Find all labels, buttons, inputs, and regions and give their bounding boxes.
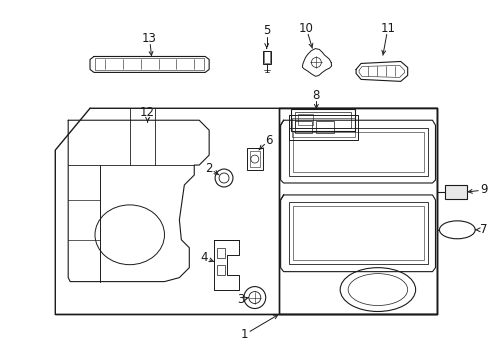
Bar [249,151,259,167]
Bar [294,121,312,133]
Text: 10: 10 [298,22,313,35]
Bar [217,265,224,275]
Bar [316,121,333,133]
Bar [298,114,313,125]
Bar [445,185,467,199]
Bar [288,115,357,140]
Text: 3: 3 [237,293,244,306]
Text: 12: 12 [140,106,155,119]
Bar [290,109,354,131]
Bar [292,132,423,172]
Bar [292,206,423,260]
Bar [263,51,269,63]
Bar [95,58,204,71]
Text: 13: 13 [142,32,157,45]
Text: 9: 9 [479,184,487,197]
Bar [262,50,270,64]
Text: 7: 7 [479,223,487,236]
Text: 1: 1 [241,328,248,341]
Bar [217,248,224,258]
Bar [288,128,427,176]
Text: 2: 2 [205,162,212,175]
Bar [288,202,427,264]
Text: 4: 4 [200,251,207,264]
Text: 8: 8 [312,89,319,102]
Text: 6: 6 [264,134,272,147]
Text: 5: 5 [263,24,270,37]
Bar [291,118,354,137]
Bar [246,148,262,170]
Bar [294,112,350,128]
Text: 11: 11 [380,22,394,35]
